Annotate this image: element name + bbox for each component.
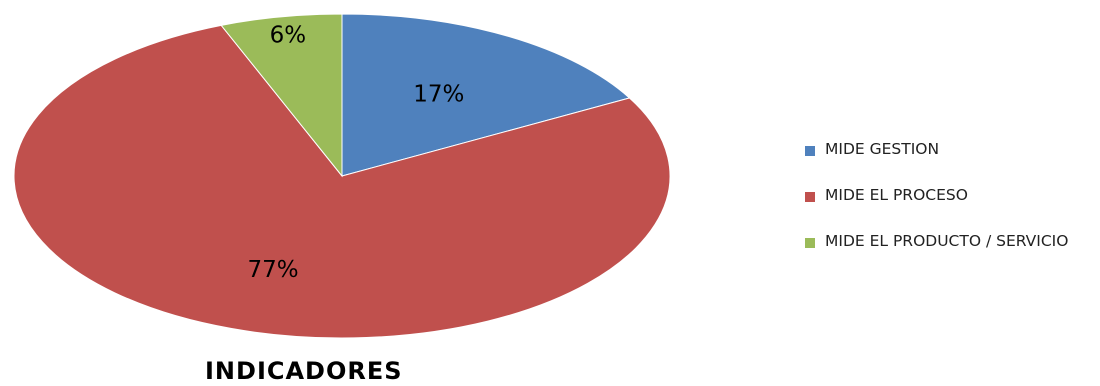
legend: MIDE GESTION MIDE EL PROCESO MIDE EL PRO… <box>805 140 1095 278</box>
pie-slices <box>13 13 671 339</box>
data-label-mide-el-proceso: 77% <box>248 257 299 283</box>
pie-slice-mide-gestion <box>341 13 631 177</box>
legend-item-mide-el-proceso: MIDE EL PROCESO <box>805 186 1095 205</box>
pie-slice-mide-el-proceso <box>13 24 671 339</box>
pie-labels: 17% 77% 6% <box>248 23 465 284</box>
legend-label-mide-gestion: MIDE GESTION <box>825 140 940 158</box>
chart-title: INDICADORES <box>205 357 403 385</box>
legend-label-mide-el-proceso: MIDE EL PROCESO <box>825 186 968 204</box>
pie-slice-mide-el-producto-servicio <box>220 13 343 178</box>
legend-item-mide-el-producto-servicio: MIDE EL PRODUCTO / SERVICIO <box>805 232 1095 251</box>
legend-swatch-mide-el-proceso <box>805 192 815 202</box>
legend-item-mide-gestion: MIDE GESTION <box>805 140 1095 159</box>
legend-label-mide-el-producto-servicio: MIDE EL PRODUCTO / SERVICIO <box>825 232 1069 250</box>
data-label-mide-el-producto-servicio: 6% <box>270 23 307 49</box>
data-label-mide-gestion: 17% <box>413 82 464 108</box>
legend-swatch-mide-gestion <box>805 146 815 156</box>
legend-swatch-mide-el-producto-servicio <box>805 238 815 248</box>
